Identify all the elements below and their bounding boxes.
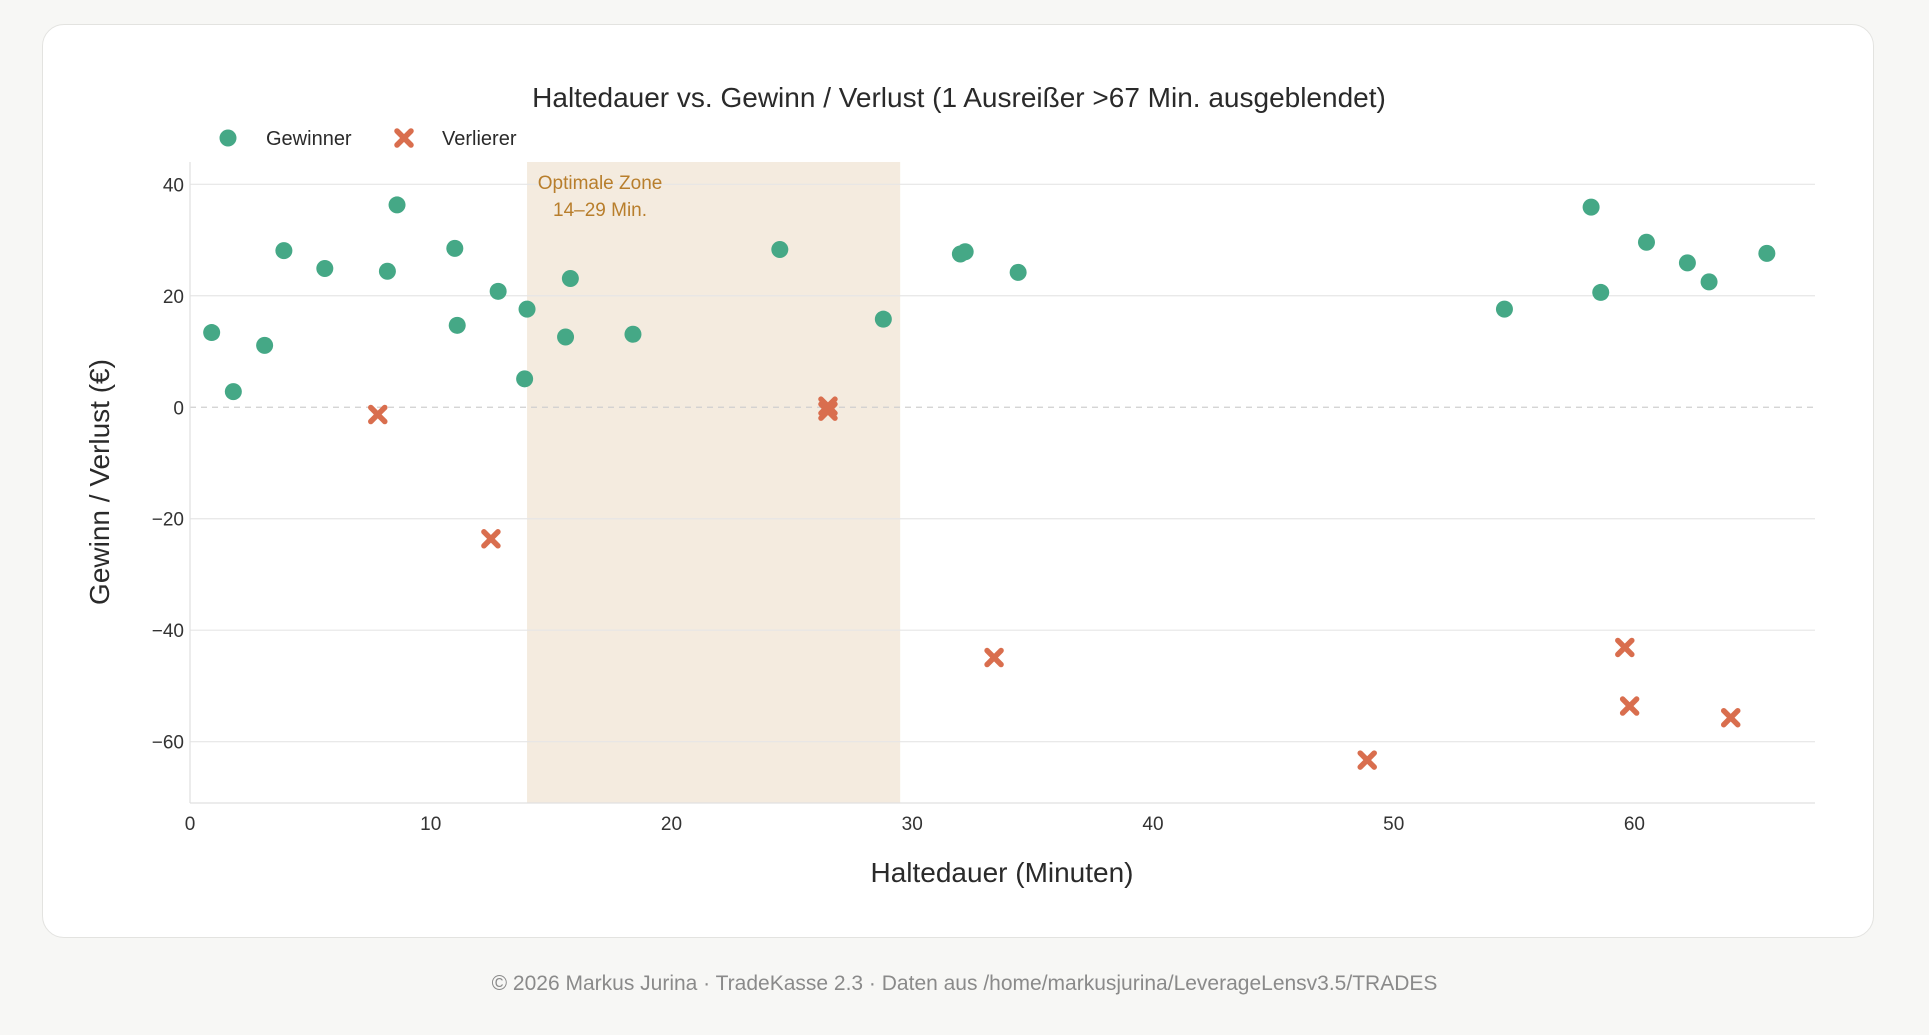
data-point-winner xyxy=(489,282,507,300)
data-point-winner xyxy=(316,259,334,277)
data-point-loser xyxy=(1720,707,1741,728)
data-point-winner xyxy=(446,239,464,257)
legend-marker-winner xyxy=(219,129,237,147)
x-tick-label: 20 xyxy=(661,814,682,835)
data-point-loser xyxy=(368,404,388,425)
footer: © 2026 Markus Jurina · TradeKasse 2.3 · … xyxy=(491,972,1438,995)
data-point-winner xyxy=(557,328,575,346)
legend-marker-loser xyxy=(394,128,414,148)
data-point-winner xyxy=(1582,198,1600,216)
data-point-loser xyxy=(1357,750,1377,770)
y-tick-label: −20 xyxy=(152,510,184,531)
x-tick-label: 30 xyxy=(902,814,923,835)
data-point-loser xyxy=(1619,696,1640,716)
data-point-loser xyxy=(481,529,501,549)
data-point-winner xyxy=(448,316,466,334)
data-point-winner xyxy=(956,243,974,261)
data-point-winner xyxy=(203,324,221,342)
data-point-loser xyxy=(818,396,838,416)
data-point-winner xyxy=(874,310,892,328)
x-tick-label: 0 xyxy=(185,814,196,835)
data-point-winner xyxy=(561,269,579,287)
x-tick-label: 60 xyxy=(1624,814,1645,835)
legend-label-loser: Verlierer xyxy=(442,128,517,150)
data-point-winner xyxy=(516,370,534,388)
y-tick-label: 40 xyxy=(163,175,184,196)
data-point-winner xyxy=(771,241,789,259)
data-point-winner xyxy=(378,262,396,280)
y-tick-label: −60 xyxy=(152,733,184,754)
data-point-winner xyxy=(1700,273,1718,291)
data-point-winner xyxy=(256,336,274,354)
optimal-zone xyxy=(527,162,901,803)
x-tick-label: 10 xyxy=(420,814,441,835)
y-tick-label: 0 xyxy=(173,398,184,419)
data-point-winner xyxy=(1637,233,1655,251)
data-point-loser xyxy=(818,401,838,421)
legend-label-winner: Gewinner xyxy=(266,128,352,150)
data-point-winner xyxy=(224,383,242,401)
data-point-winner xyxy=(1678,254,1696,272)
data-point-winner xyxy=(275,242,293,260)
x-tick-label: 40 xyxy=(1142,814,1163,835)
data-point-loser xyxy=(1615,637,1635,658)
chart-title: Haltedauer vs. Gewinn / Verlust (1 Ausre… xyxy=(532,82,1386,113)
x-axis-label: Haltedauer (Minuten) xyxy=(870,857,1133,888)
data-point-winner xyxy=(1009,263,1027,281)
data-point-winner xyxy=(388,196,406,214)
y-axis-label: Gewinn / Verlust (€) xyxy=(84,359,115,605)
zone-label: 14–29 Min. xyxy=(553,200,647,221)
y-tick-label: 20 xyxy=(163,287,184,308)
chart-card: Optimale Zone 14–29 Min. 40 20 0 −20 −40 −60 0 10… xyxy=(42,24,1874,938)
scatter-chart: Optimale Zone 14–29 Min. 40 20 0 −20 −40 −60 0 10… xyxy=(84,82,1815,888)
y-tick-label: −40 xyxy=(152,621,184,642)
data-point-winner xyxy=(1592,283,1610,301)
data-point-winner xyxy=(624,325,642,343)
data-point-winner xyxy=(1758,244,1776,262)
data-point-loser xyxy=(984,647,1004,668)
x-tick-label: 50 xyxy=(1383,814,1404,835)
data-point-winner xyxy=(1495,300,1513,318)
data-point-winner xyxy=(518,300,536,318)
zone-label: Optimale Zone xyxy=(538,173,663,194)
